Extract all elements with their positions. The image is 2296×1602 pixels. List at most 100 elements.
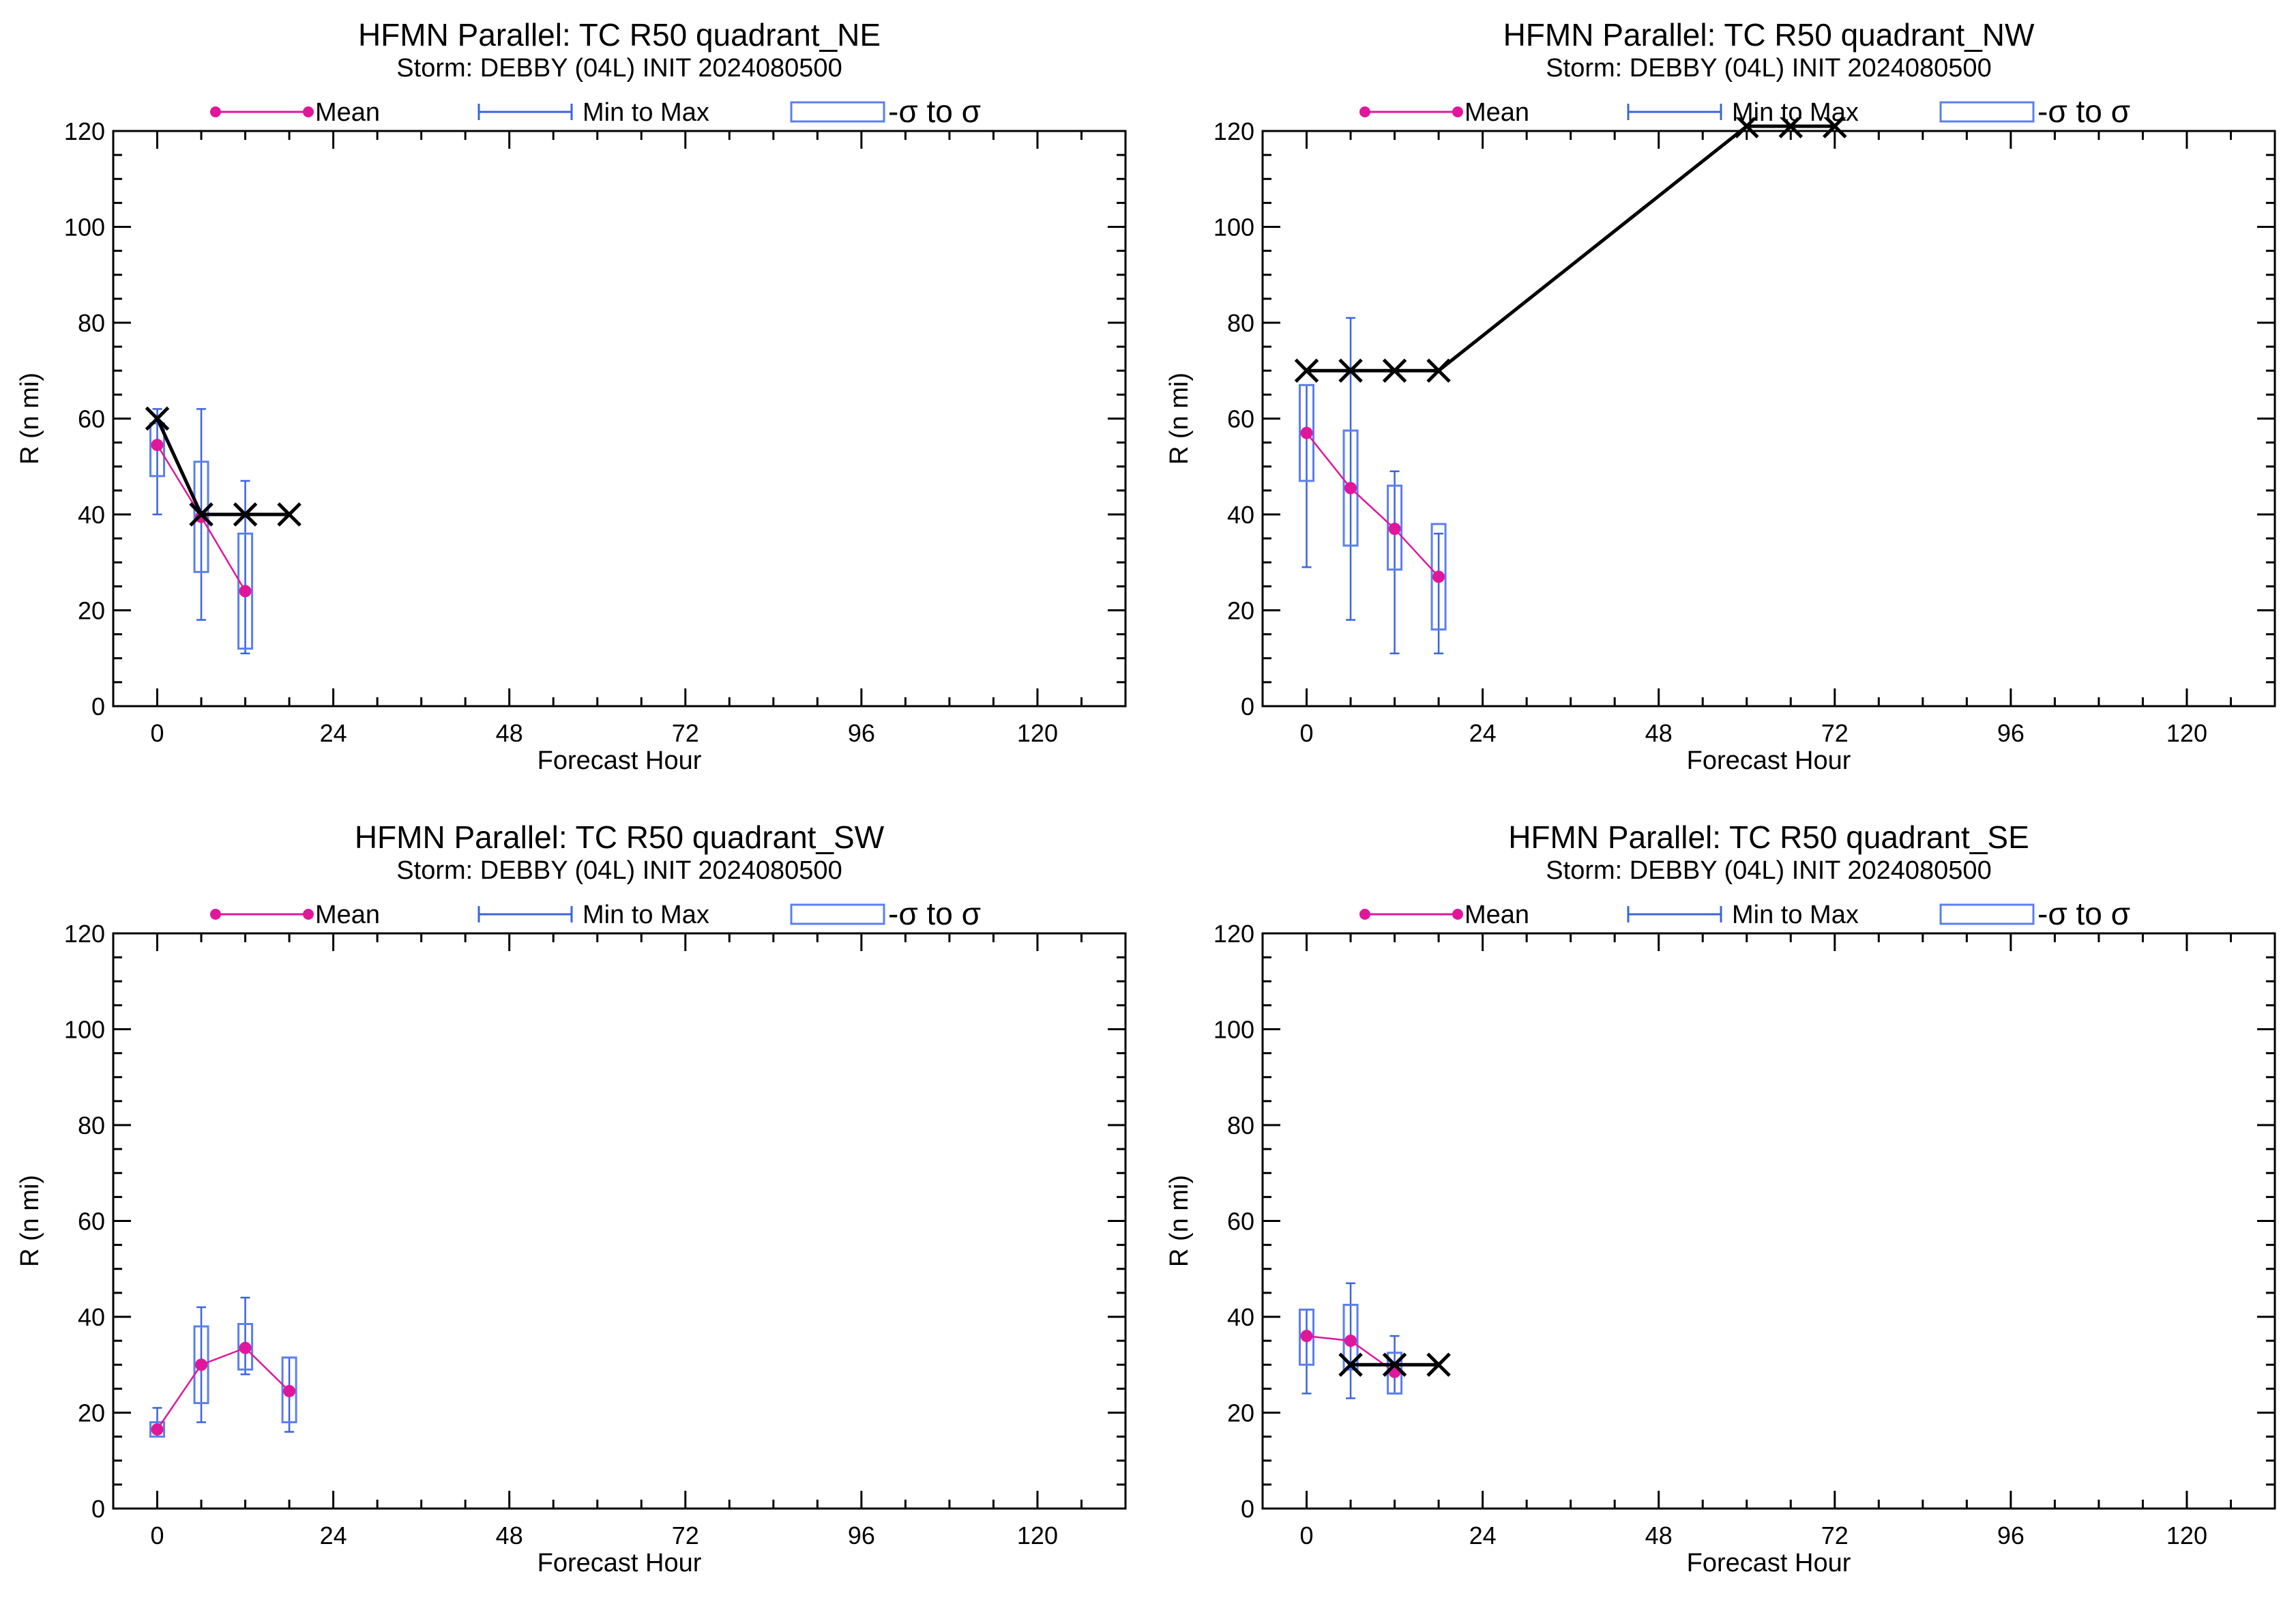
y-tick-label: 20 — [78, 597, 105, 625]
legend-sigma-label: -σ to σ — [2037, 896, 2130, 931]
y-axis-label: R (n mi) — [16, 1175, 44, 1267]
x-axis-label: Forecast Hour — [1687, 746, 1851, 775]
y-tick-label: 40 — [78, 1303, 105, 1331]
x-tick-label: 120 — [1017, 1521, 1058, 1549]
y-tick-label: 40 — [1227, 1303, 1254, 1331]
chart-title: HFMN Parallel: TC R50 quadrant_NW — [1503, 17, 2035, 53]
legend-mean-dot — [210, 106, 221, 117]
sigma-box — [1342, 1303, 1359, 1371]
x-tick-label: 24 — [320, 1521, 347, 1549]
plot-frame — [1261, 932, 2276, 1510]
mean-line — [1306, 432, 1440, 578]
observed-marker — [1338, 1352, 1363, 1378]
x-tick-label: 24 — [1469, 1521, 1497, 1549]
sigma-box — [1387, 484, 1403, 571]
observed-marker — [233, 502, 258, 527]
y-tick-label: 60 — [78, 405, 105, 433]
y-tick-label: 120 — [64, 920, 105, 948]
x-tick-label: 48 — [496, 1521, 523, 1549]
mean-point — [239, 1341, 252, 1354]
plot-area — [149, 1296, 297, 1438]
sigma-box — [237, 1323, 254, 1371]
chart-panel-3: HFMN Parallel: TC R50 quadrant_SEStorm: … — [1165, 819, 2276, 1577]
chart-title: HFMN Parallel: TC R50 quadrant_NE — [358, 17, 881, 53]
legend-mean-label: Mean — [1465, 98, 1529, 127]
legend-mean-dot — [303, 909, 314, 920]
x-tick-label: 120 — [1017, 719, 1058, 747]
legend-mean-dot — [1359, 106, 1370, 117]
x-tick-label: 96 — [1997, 719, 2025, 747]
observed-marker — [1426, 358, 1451, 383]
legend-mean-dot — [1452, 106, 1463, 117]
plot-frame — [112, 932, 1127, 1510]
y-tick-label: 0 — [91, 693, 105, 720]
legend: Mean Min to Max -σ to σ — [210, 896, 981, 931]
x-tick-label: 24 — [320, 719, 347, 747]
legend-mean-label: Mean — [315, 901, 380, 929]
mean-point — [1432, 570, 1445, 583]
mean-point — [283, 1384, 296, 1397]
chart-panel-0: HFMN Parallel: TC R50 quadrant_NEStorm: … — [16, 17, 1127, 775]
y-tick-label: 100 — [64, 214, 105, 242]
observed-line — [156, 418, 290, 516]
observed-marker — [145, 406, 170, 431]
chart-title: HFMN Parallel: TC R50 quadrant_SE — [1508, 819, 2029, 855]
y-tick-label: 80 — [78, 309, 105, 337]
chart-title: HFMN Parallel: TC R50 quadrant_SW — [355, 819, 885, 855]
observed-marker — [1823, 117, 1847, 139]
legend-mean-dot — [303, 106, 314, 117]
plot-area — [1294, 117, 1847, 654]
sigma-box — [1342, 429, 1359, 547]
x-tick-label: 0 — [151, 1521, 164, 1549]
observed-marker — [1294, 358, 1319, 383]
chart-panel-1: HFMN Parallel: TC R50 quadrant_NWStorm: … — [1165, 17, 2276, 775]
x-tick-label: 72 — [672, 1521, 699, 1549]
legend-sigma-label: -σ to σ — [2037, 93, 2130, 129]
plot-area — [145, 406, 301, 654]
y-tick-label: 60 — [1227, 1208, 1254, 1236]
y-tick-label: 120 — [1213, 920, 1254, 948]
x-axis-label: Forecast Hour — [538, 746, 702, 775]
mean-point — [195, 1358, 208, 1371]
mean-point — [151, 439, 164, 452]
x-tick-label: 48 — [1645, 1521, 1673, 1549]
sigma-box — [149, 1421, 166, 1438]
x-tick-label: 48 — [496, 719, 523, 747]
observed-marker — [1778, 117, 1804, 139]
sigma-box — [149, 422, 166, 478]
chart-panel-2: HFMN Parallel: TC R50 quadrant_SWStorm: … — [16, 819, 1127, 1577]
y-tick-label: 60 — [1227, 405, 1254, 433]
x-tick-label: 0 — [1300, 719, 1314, 747]
x-tick-label: 120 — [2166, 719, 2207, 747]
observed-marker — [1382, 358, 1407, 383]
x-tick-label: 72 — [1821, 719, 1849, 747]
y-tick-label: 100 — [1213, 214, 1254, 242]
observed-marker — [1734, 117, 1759, 139]
x-tick-label: 96 — [1997, 1521, 2025, 1549]
observed-marker — [1382, 1352, 1407, 1378]
mean-point — [151, 1423, 164, 1436]
y-tick-label: 100 — [1213, 1016, 1254, 1044]
sigma-box — [193, 461, 209, 573]
y-tick-label: 40 — [1227, 501, 1254, 529]
y-tick-label: 20 — [78, 1399, 105, 1427]
x-tick-label: 0 — [1300, 1521, 1314, 1549]
x-tick-label: 72 — [672, 719, 699, 747]
y-tick-label: 120 — [64, 117, 105, 145]
y-axis-label: R (n mi) — [1165, 1175, 1194, 1267]
observed-marker — [189, 502, 214, 527]
y-tick-label: 80 — [1227, 1111, 1254, 1139]
mean-line — [156, 1347, 290, 1430]
mean-point — [1300, 1330, 1313, 1343]
chart-subtitle: Storm: DEBBY (04L) INIT 2024080500 — [396, 54, 842, 83]
legend-sigma-box — [790, 101, 885, 123]
legend: Mean Min to Max -σ to σ — [210, 93, 981, 129]
y-tick-label: 120 — [1213, 117, 1254, 145]
x-tick-label: 96 — [848, 1521, 875, 1549]
mean-point — [239, 585, 252, 598]
x-tick-label: 24 — [1469, 719, 1497, 747]
observed-marker — [1338, 358, 1363, 383]
plot-frame — [1261, 130, 2276, 708]
x-tick-label: 96 — [848, 719, 875, 747]
legend-sigma-box — [1939, 101, 2035, 123]
